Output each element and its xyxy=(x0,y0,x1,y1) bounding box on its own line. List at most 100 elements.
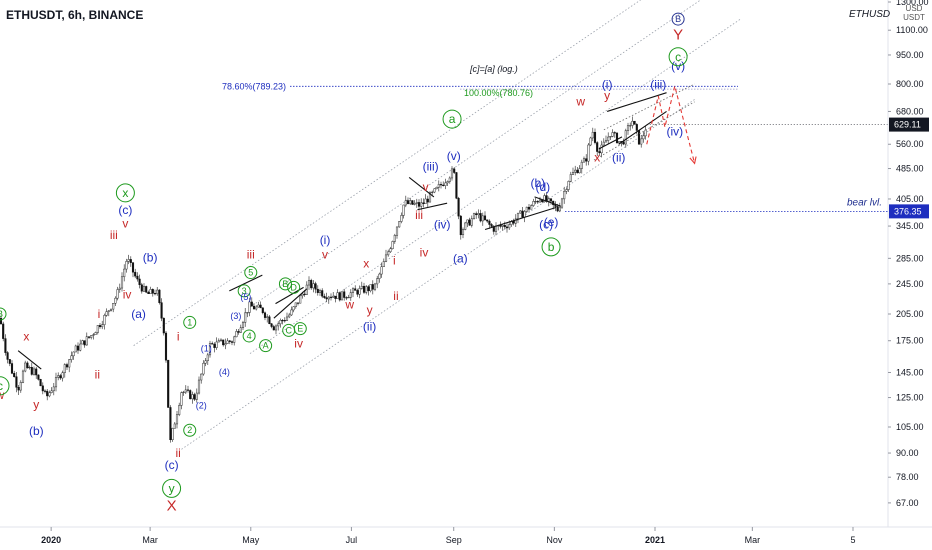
wave-label-text: B xyxy=(675,14,681,24)
wave-label: w xyxy=(575,94,585,108)
price-axis[interactable]: 1300.00 1100.00 950.00 800.00 680.00 560.00 48… xyxy=(887,0,932,550)
wave-label-text: C xyxy=(285,325,292,335)
candle-body xyxy=(129,259,132,263)
candle-body xyxy=(235,331,238,338)
wave-label: (1) xyxy=(201,344,212,354)
time-tick-label: 2020 xyxy=(41,535,61,545)
candle-body xyxy=(215,341,218,348)
projection-note: [c]=[a] (log.) xyxy=(469,64,518,74)
candle-body xyxy=(338,292,341,301)
candle-body xyxy=(142,286,146,292)
candle-body xyxy=(193,394,196,400)
wave-label: ii xyxy=(176,446,181,460)
candle-body xyxy=(74,345,77,353)
candle-body xyxy=(428,192,432,203)
wave-label: i xyxy=(177,330,180,344)
candle-body xyxy=(35,368,38,376)
candle-body xyxy=(303,293,306,295)
candle-body xyxy=(477,213,480,216)
candle-body xyxy=(0,317,3,325)
wave-label: B xyxy=(0,307,7,321)
time-tick-label: Mar xyxy=(745,535,761,545)
candle-body xyxy=(156,289,159,295)
candle-body xyxy=(613,132,616,134)
wave-circle xyxy=(671,12,685,26)
candle-body xyxy=(448,177,451,182)
candle-body xyxy=(213,343,216,348)
candle-body xyxy=(349,292,352,298)
trendline-0 xyxy=(17,350,42,370)
trendline-5 xyxy=(408,177,435,198)
wave-label-text: i xyxy=(393,253,396,267)
projection-path xyxy=(646,85,695,163)
wave-label: 2 xyxy=(183,423,197,437)
candle-body xyxy=(120,276,124,289)
candle-body xyxy=(571,172,575,175)
candle-body xyxy=(466,219,469,224)
candle-body xyxy=(534,201,537,203)
wave-label-text: (ii) xyxy=(612,151,625,165)
wave-label: C xyxy=(282,323,296,337)
candle-body xyxy=(180,392,183,406)
candle-body xyxy=(382,261,385,267)
candle-body xyxy=(257,304,260,308)
candle-body xyxy=(488,220,491,225)
candle-body xyxy=(26,362,29,369)
candle-body xyxy=(318,290,322,293)
candle-body xyxy=(208,343,212,356)
candle-body xyxy=(508,224,511,229)
candle-body xyxy=(228,340,231,342)
horizontal-levels: 78.60%(789.23) 100.00%(780.76) bear lvl. [c… xyxy=(222,64,888,212)
candle-body xyxy=(587,144,590,162)
chart-title: ETHUSDT, 6h, BINANCE xyxy=(6,8,144,22)
candle-body xyxy=(398,221,401,228)
candle-body xyxy=(307,280,311,286)
candle-body xyxy=(65,364,69,368)
candle-body xyxy=(367,286,370,292)
candle-body xyxy=(266,316,269,318)
wave-label-text: y xyxy=(169,481,175,495)
wave-circle xyxy=(278,277,292,291)
last-price-label: 629.11 xyxy=(894,120,921,130)
currency-selector[interactable]: USD USDT xyxy=(900,4,928,22)
price-tick-label: 78.00 xyxy=(896,472,919,482)
candle-body xyxy=(281,320,284,322)
wave-labels: Bwcxiiiy(b)x(c)viiiiv(b)(a)iii(c)yX1(1)(… xyxy=(0,12,688,515)
wave-label-text: y xyxy=(367,303,373,317)
candle-body xyxy=(316,288,319,293)
candle-body xyxy=(178,405,181,415)
candle-body xyxy=(217,340,220,343)
wave-label: B xyxy=(278,277,292,291)
bear-level-axis-label: 376.35 xyxy=(894,206,922,216)
candle-body xyxy=(483,215,487,221)
candle-body xyxy=(593,131,597,143)
wave-label: E xyxy=(293,322,307,336)
wave-label: (e) xyxy=(544,215,559,229)
price-tick-label: 105.00 xyxy=(896,422,924,432)
candle-body xyxy=(39,379,42,387)
time-axis[interactable]: 2020 Mar May Jul Sep Nov 2021 Mar 5 xyxy=(0,526,932,545)
bear-level-axis-bg xyxy=(889,204,929,219)
wave-label-text: y xyxy=(33,398,39,412)
wave-label: (ii) xyxy=(363,319,376,333)
candle-body xyxy=(358,288,361,295)
candle-body xyxy=(582,158,586,163)
candle-body xyxy=(615,132,619,144)
symbol-label: ETHUSD xyxy=(849,9,891,20)
wave-projection xyxy=(646,85,695,163)
wave-label: (3) xyxy=(230,311,241,321)
trendline-8 xyxy=(598,136,623,150)
wave-label: (c) xyxy=(539,218,553,232)
candle-body xyxy=(54,377,58,388)
candle-body xyxy=(404,200,407,206)
wave-label: (c) xyxy=(118,203,132,217)
candle-body xyxy=(6,352,9,360)
wave-label-text: (ii) xyxy=(363,319,376,333)
candle-body xyxy=(411,200,414,205)
candle-body xyxy=(450,168,454,179)
price-tick-label: 345.00 xyxy=(896,221,924,231)
candle-body xyxy=(409,200,412,204)
candle-body xyxy=(277,323,280,327)
wave-label-text: v xyxy=(322,247,328,261)
